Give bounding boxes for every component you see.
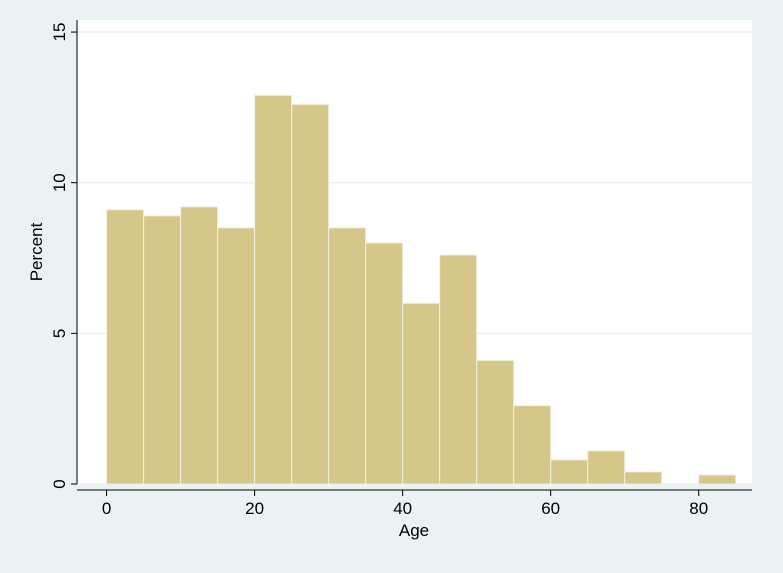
bar — [217, 227, 256, 485]
bar — [476, 359, 515, 485]
x-tick-label: 40 — [393, 499, 412, 518]
x-tick-label: 80 — [689, 499, 708, 518]
y-tick-label: 15 — [50, 23, 69, 42]
bar — [365, 242, 404, 485]
x-axis-label: Age — [399, 521, 429, 540]
y-tick-label: 10 — [50, 173, 69, 192]
bar — [698, 474, 737, 485]
bar — [254, 94, 293, 485]
bar — [291, 103, 330, 485]
x-tick-label: 0 — [102, 499, 111, 518]
bar — [550, 459, 589, 485]
x-tick-label: 60 — [541, 499, 560, 518]
x-tick-label: 20 — [245, 499, 264, 518]
y-tick-label: 5 — [50, 329, 69, 338]
bar — [439, 254, 478, 485]
bar — [143, 215, 182, 485]
bar — [513, 405, 552, 485]
bar — [180, 206, 219, 485]
bar — [106, 209, 145, 485]
bar — [328, 227, 367, 485]
y-tick-label: 0 — [50, 479, 69, 488]
y-axis-label: Percent — [27, 222, 46, 281]
bar — [402, 302, 441, 485]
bar — [587, 450, 626, 485]
bar — [624, 471, 663, 485]
